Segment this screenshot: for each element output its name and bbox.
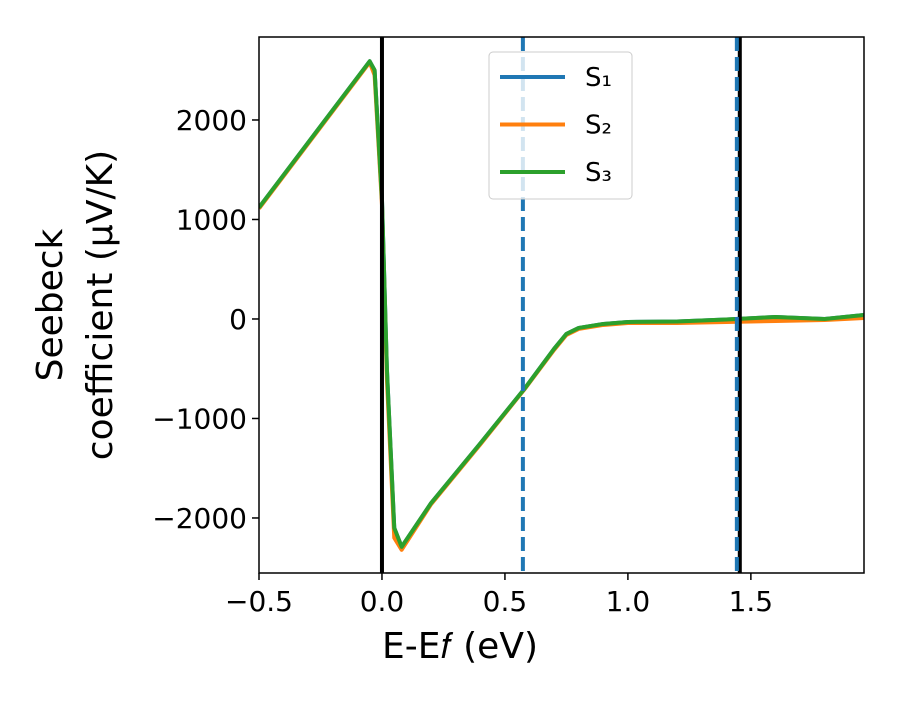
legend-label: S₂: [585, 111, 612, 141]
x-axis-label: E-E𝑓 (eV): [382, 626, 538, 667]
y-tick-label: 2000: [176, 104, 247, 137]
y-tick-label: 1000: [176, 203, 247, 236]
x-tick-label: −0.5: [225, 585, 293, 618]
y-axis-label: Seebeck: [30, 228, 71, 381]
y-axis-label: coefficient (μV/K): [80, 150, 121, 460]
x-tick-label: 1.0: [606, 585, 651, 618]
plot-frame: [258, 36, 865, 574]
x-tick-label: 0.5: [483, 585, 528, 618]
y-tick-label: −1000: [152, 402, 247, 435]
y-tick-label: 0: [229, 303, 247, 336]
y-tick-label: −2000: [152, 502, 247, 535]
legend-label: S₁: [585, 63, 612, 93]
x-tick-label: 1.5: [729, 585, 774, 618]
legend-label: S₃: [585, 158, 612, 188]
x-tick-label: 0.0: [360, 585, 405, 618]
